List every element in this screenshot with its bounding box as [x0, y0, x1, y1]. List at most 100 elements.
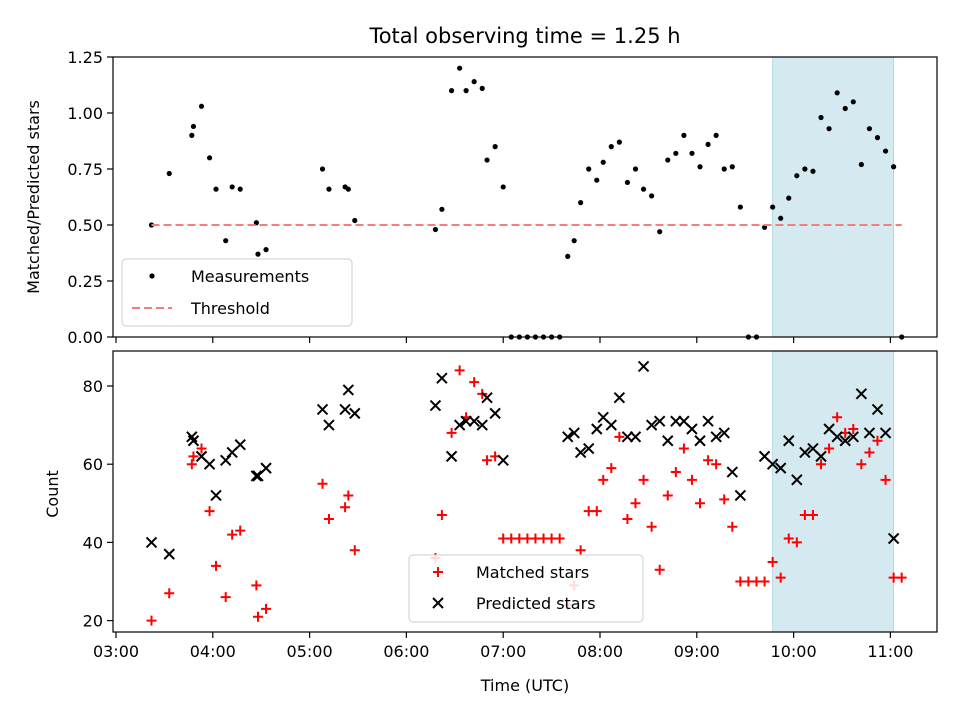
top-measurement-point — [850, 99, 856, 105]
x-tick-label: 09:00 — [674, 642, 720, 661]
top-y-tick-label: 0.75 — [67, 160, 103, 179]
predicted-star-point — [613, 392, 626, 404]
top-measurement-point — [866, 126, 873, 132]
top-highlight-span — [772, 56, 895, 338]
x-tick-label: 11:00 — [867, 642, 913, 661]
legend-matched-marker — [433, 567, 443, 577]
matched-star-point — [622, 513, 633, 524]
matched-star-point — [646, 521, 657, 532]
matched-star-point — [482, 455, 493, 466]
top-measurement-point — [640, 186, 647, 192]
matched-star-point — [848, 424, 859, 435]
predicted-star-point — [429, 399, 442, 412]
bottom-y-axis-label: Count — [43, 470, 62, 518]
top-measurement-point — [616, 139, 622, 145]
predicted-star-point — [605, 419, 618, 431]
predicted-star-point — [879, 427, 892, 439]
predicted-star-point — [468, 415, 480, 427]
top-measurement-point — [263, 247, 269, 253]
matched-star-point — [783, 533, 794, 544]
matched-star-point — [235, 525, 246, 536]
predicted-star-point — [783, 435, 795, 447]
predicted-star-point — [260, 462, 272, 474]
top-measurement-point — [492, 144, 498, 150]
predicted-star-point — [686, 423, 698, 435]
top-measurement-point — [649, 193, 655, 199]
top-y-tick-label: 0.00 — [67, 328, 103, 347]
top-measurement-point — [794, 173, 800, 179]
top-measurement-point — [689, 150, 695, 156]
matched-star-point — [767, 556, 778, 567]
top-measurement-point — [729, 164, 735, 170]
matched-star-point — [343, 490, 354, 501]
top-y-tick-label: 0.50 — [67, 216, 103, 235]
matched-star-point — [469, 377, 480, 388]
predicted-star-point — [815, 450, 827, 463]
top-measurement-point — [697, 164, 703, 170]
top-measurement-point — [223, 238, 229, 244]
matched-star-point — [654, 564, 665, 575]
x-tick-label: 07:00 — [480, 642, 526, 661]
top-measurement-point — [673, 150, 679, 156]
matched-star-point — [880, 474, 891, 485]
top-measurement-point — [190, 123, 197, 130]
top-measurement-point — [882, 148, 889, 154]
predicted-star-point — [710, 431, 722, 443]
matched-star-point — [759, 576, 770, 587]
top-measurement-point — [600, 159, 606, 165]
top-measurement-point — [891, 164, 897, 170]
top-measurement-point — [818, 114, 824, 121]
top-measurement-point — [681, 132, 687, 138]
matched-star-point — [349, 545, 360, 556]
predicted-star-point — [734, 489, 747, 502]
matched-star-point — [872, 435, 883, 446]
predicted-star-point — [436, 372, 448, 384]
predicted-star-point — [187, 435, 200, 447]
top-measurement-point — [206, 155, 213, 161]
top-measurement-point — [484, 157, 490, 163]
top-legend: Measurements Threshold — [121, 258, 353, 327]
top-legend-box — [121, 258, 353, 327]
x-tick-label: 10:00 — [771, 642, 817, 661]
predicted-star-point — [339, 403, 351, 416]
top-measurement-point — [657, 229, 663, 235]
predicted-star-point — [662, 435, 674, 447]
chart-title: Total observing time = 1.25 h — [368, 24, 680, 48]
matched-star-point — [775, 572, 786, 583]
matched-star-point — [227, 529, 238, 540]
predicted-star-point — [791, 474, 803, 486]
top-measurement-point — [352, 217, 358, 224]
x-tick-label: 06:00 — [383, 642, 429, 661]
top-measurement-point — [842, 105, 848, 112]
bottom-panel: 20 40 60 80 03:00 04:00 05:00 06:00 07:00 08:00 09… — [83, 350, 938, 661]
predicted-star-point — [839, 435, 851, 447]
top-measurement-point — [500, 184, 506, 190]
predicted-star-point — [887, 532, 900, 545]
top-measurement-point — [571, 238, 577, 244]
matched-star-point — [896, 572, 907, 583]
matched-star-point — [670, 467, 681, 478]
predicted-star-point — [234, 438, 246, 451]
top-measurement-point — [737, 204, 743, 210]
matched-star-point — [719, 494, 730, 505]
matched-star-point — [261, 603, 272, 614]
predicted-star-point — [562, 431, 574, 443]
predicted-star-point — [323, 419, 335, 431]
matched-star-point — [323, 513, 334, 524]
top-measurement-point — [255, 251, 261, 257]
top-y-axis-label: Matched/Predicted stars — [24, 100, 43, 294]
predicted-star-point — [774, 462, 787, 474]
matched-star-point — [832, 412, 843, 423]
predicted-star-point — [629, 431, 642, 443]
top-measurement-point — [213, 186, 219, 192]
predicted-star-point — [637, 360, 650, 373]
top-y-tick-label: 1.00 — [67, 104, 103, 123]
matched-star-point — [211, 560, 222, 571]
predicted-star-point — [726, 466, 739, 478]
bottom-highlight-span — [772, 350, 895, 633]
predicted-star-point — [694, 435, 706, 447]
matched-star-point — [317, 478, 328, 489]
matched-star-point — [711, 459, 722, 470]
matched-star-point — [638, 474, 649, 485]
predicted-star-point — [145, 536, 158, 549]
